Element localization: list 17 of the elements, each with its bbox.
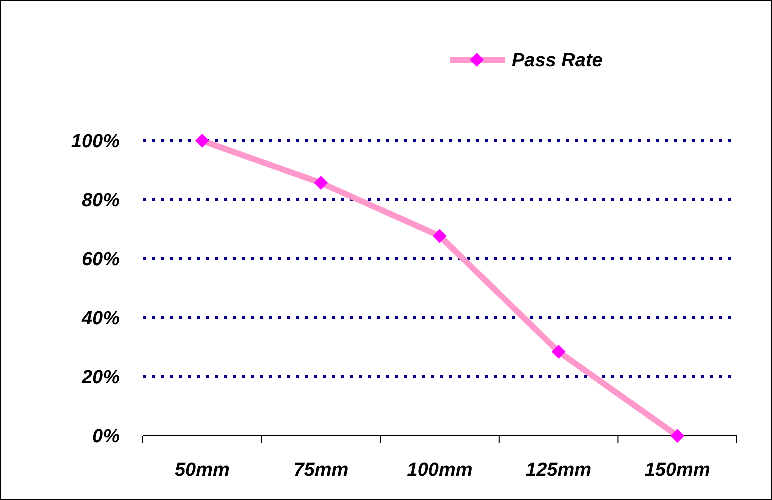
point [195, 134, 210, 148]
x-tick-label: 75mm [294, 460, 349, 481]
y-tick-label: 20% [80, 368, 120, 389]
y-tick-label: 40% [80, 308, 120, 330]
y-tick-label: 100% [71, 132, 120, 153]
point [552, 344, 566, 359]
x-tick-label: 50mm [174, 460, 230, 481]
point [670, 429, 685, 443]
x-tick-label: 150mm [644, 460, 710, 481]
x-tick-label: 100mm [407, 460, 473, 481]
y-tick-label: 60% [82, 250, 120, 271]
point [433, 229, 447, 244]
y-tick-label: 0% [92, 426, 120, 448]
x-tick-label: 125mm [526, 460, 592, 481]
y-tick-label: 80% [82, 190, 120, 212]
legend-label: Pass Rate [512, 50, 604, 72]
point [314, 176, 328, 190]
